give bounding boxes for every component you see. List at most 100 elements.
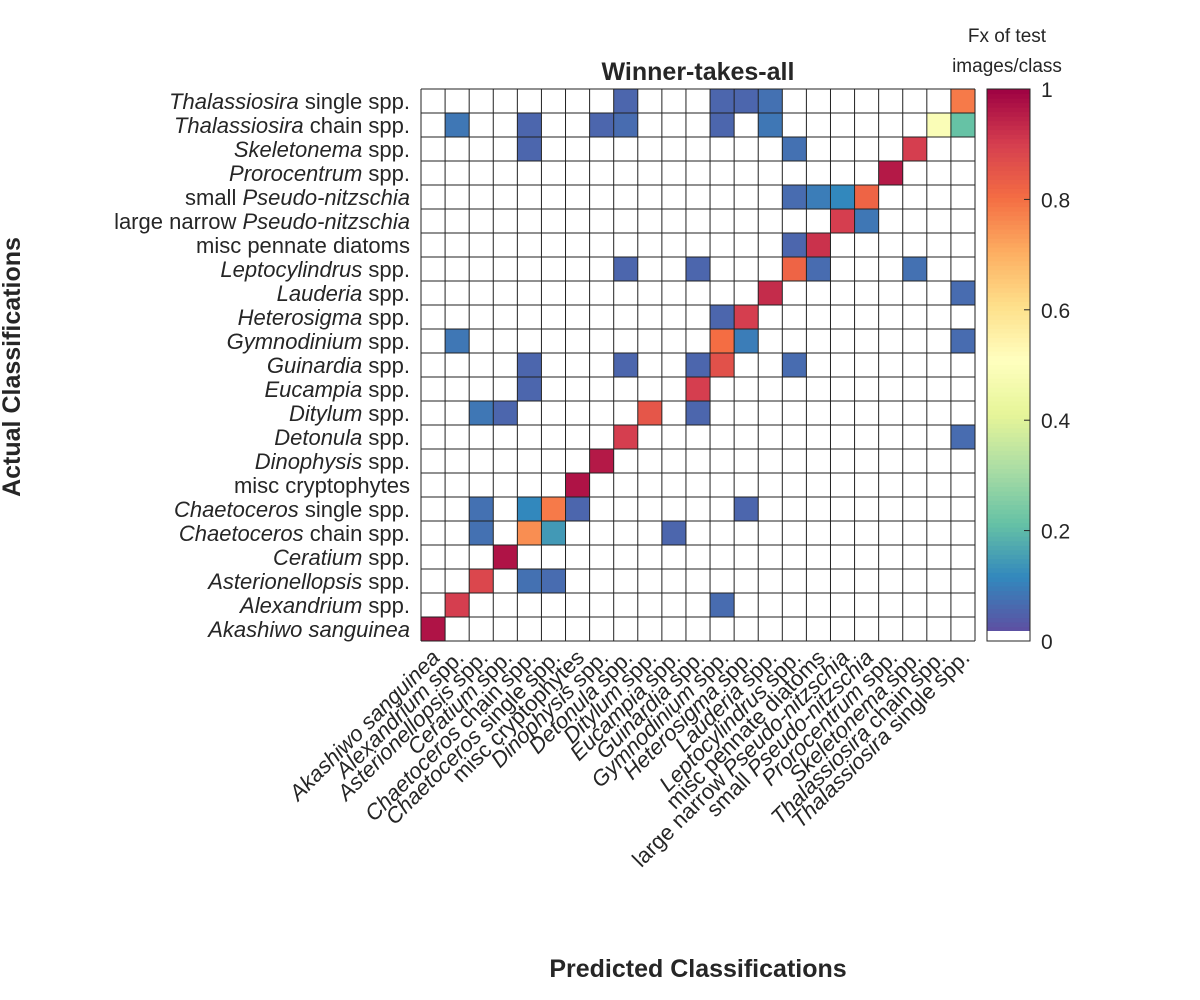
- colorbar-gradient-segment: [987, 373, 1030, 379]
- heatmap-grid: [420, 88, 976, 642]
- heatmap-cell: [950, 89, 975, 113]
- heatmap-cell: [782, 185, 807, 209]
- heatmap-cell: [710, 329, 735, 353]
- y-tick-label: Akashiwo sanguinea: [206, 617, 410, 642]
- heatmap-cell: [445, 329, 470, 353]
- colorbar-gradient-segment: [987, 102, 1030, 108]
- heatmap-cell: [469, 569, 494, 593]
- heatmap-cell: [710, 593, 735, 617]
- colorbar-gradient-segment: [987, 495, 1030, 501]
- heatmap-cell: [613, 425, 638, 449]
- y-tick-label: large narrow Pseudo-nitzschia: [114, 209, 410, 234]
- y-tick-label: Gymnodinium spp.: [227, 329, 410, 354]
- colorbar-gradient-segment: [987, 387, 1030, 393]
- colorbar-gradient-segment: [987, 337, 1030, 343]
- heatmap-cell: [421, 617, 446, 641]
- heatmap-cell: [806, 185, 831, 209]
- colorbar-gradient-segment: [987, 454, 1030, 460]
- colorbar-gradient-segment: [987, 509, 1030, 515]
- heatmap-cell: [902, 137, 927, 161]
- heatmap-cell: [541, 521, 566, 545]
- y-tick-label: Detonula spp.: [274, 425, 410, 450]
- heatmap-cell: [613, 89, 638, 113]
- y-tick-label: Leptocylindrus spp.: [220, 257, 410, 282]
- heatmap-cell: [589, 449, 614, 473]
- heatmap-cell: [661, 521, 686, 545]
- colorbar-gradient-segment: [987, 527, 1030, 533]
- colorbar-gradient-segment: [987, 355, 1030, 361]
- colorbar-gradient-segment: [987, 545, 1030, 551]
- colorbar-gradient-segment: [987, 585, 1030, 591]
- colorbar-gradient-segment: [987, 486, 1030, 492]
- heatmap-cell: [806, 257, 831, 281]
- colorbar-gradient-segment: [987, 450, 1030, 456]
- heatmap-cell: [950, 281, 975, 305]
- heatmap-cell: [782, 257, 807, 281]
- colorbar-tick-label: 0.2: [1041, 521, 1070, 544]
- heatmap-cell: [734, 89, 759, 113]
- y-tick-label: Ceratium spp.: [273, 545, 410, 570]
- heatmap-cell: [493, 401, 518, 425]
- colorbar-gradient-segment: [987, 360, 1030, 366]
- heatmap-cell: [878, 161, 903, 185]
- x-axis-label: Predicted Classifications: [549, 955, 846, 983]
- heatmap-cell: [565, 473, 590, 497]
- y-tick-label: misc cryptophytes: [234, 473, 410, 498]
- colorbar-gradient-segment: [987, 107, 1030, 113]
- heatmap-cell: [685, 257, 711, 281]
- heatmap-cell: [734, 329, 759, 353]
- heatmap-cell: [469, 521, 494, 545]
- colorbar-gradient-segment: [987, 143, 1030, 149]
- heatmap-cell: [565, 497, 590, 521]
- colorbar-gradient-segment: [987, 179, 1030, 185]
- colorbar-gradient-segment: [987, 310, 1030, 316]
- colorbar-gradient-segment: [987, 612, 1030, 619]
- colorbar-zero-segment: [987, 631, 1030, 641]
- colorbar-gradient-segment: [987, 152, 1030, 158]
- colorbar-gradient-segment: [987, 278, 1030, 284]
- colorbar-gradient-segment: [987, 490, 1030, 497]
- colorbar-gradient-segment: [987, 296, 1030, 302]
- colorbar-gradient-segment: [987, 554, 1030, 560]
- colorbar-gradient-segment: [987, 197, 1030, 203]
- heatmap-cell: [902, 257, 927, 281]
- colorbar-gradient-segment: [987, 341, 1030, 348]
- colorbar-gradient-segment: [987, 260, 1030, 266]
- colorbar-gradient-segment: [987, 147, 1030, 153]
- colorbar-gradient-segment: [987, 301, 1030, 307]
- colorbar-gradient-segment: [987, 558, 1030, 564]
- colorbar-gradient-segment: [987, 192, 1030, 198]
- heatmap-cell: [685, 401, 711, 425]
- colorbar-gradient-segment: [987, 513, 1030, 519]
- heatmap-cell: [637, 401, 662, 425]
- colorbar-gradient-segment: [987, 477, 1030, 483]
- colorbar-gradient-segment: [987, 247, 1030, 253]
- heatmap-cell: [806, 233, 831, 257]
- heatmap-cell: [758, 281, 783, 305]
- colorbar-gradient-segment: [987, 621, 1030, 628]
- y-tick-label: Thalassiosira single spp.: [169, 89, 410, 114]
- colorbar-gradient-segment: [987, 481, 1030, 488]
- colorbar-gradient-segment: [987, 414, 1030, 420]
- y-tick-label: Lauderia spp.: [277, 281, 410, 306]
- colorbar-gradient-segment: [987, 89, 1030, 95]
- heatmap-cell: [517, 497, 542, 521]
- colorbar-tick-label: 0.6: [1041, 300, 1070, 323]
- colorbar-label-line-2: images/class: [952, 56, 1062, 77]
- heatmap-cell: [517, 377, 542, 401]
- colorbar-gradient-segment: [987, 427, 1030, 433]
- colorbar-tick-label: 0: [1041, 631, 1053, 654]
- colorbar-tick-label: 0.8: [1041, 189, 1070, 212]
- colorbar-gradient-segment: [987, 409, 1030, 415]
- colorbar-gradient-segment: [987, 323, 1030, 329]
- colorbar-gradient-segment: [987, 500, 1030, 506]
- heatmap-cell: [758, 113, 783, 137]
- colorbar-gradient-segment: [987, 346, 1030, 352]
- colorbar-gradient-segment: [987, 594, 1030, 600]
- colorbar-gradient-segment: [987, 626, 1030, 632]
- colorbar-gradient-segment: [987, 603, 1030, 610]
- colorbar-gradient-segment: [987, 382, 1030, 388]
